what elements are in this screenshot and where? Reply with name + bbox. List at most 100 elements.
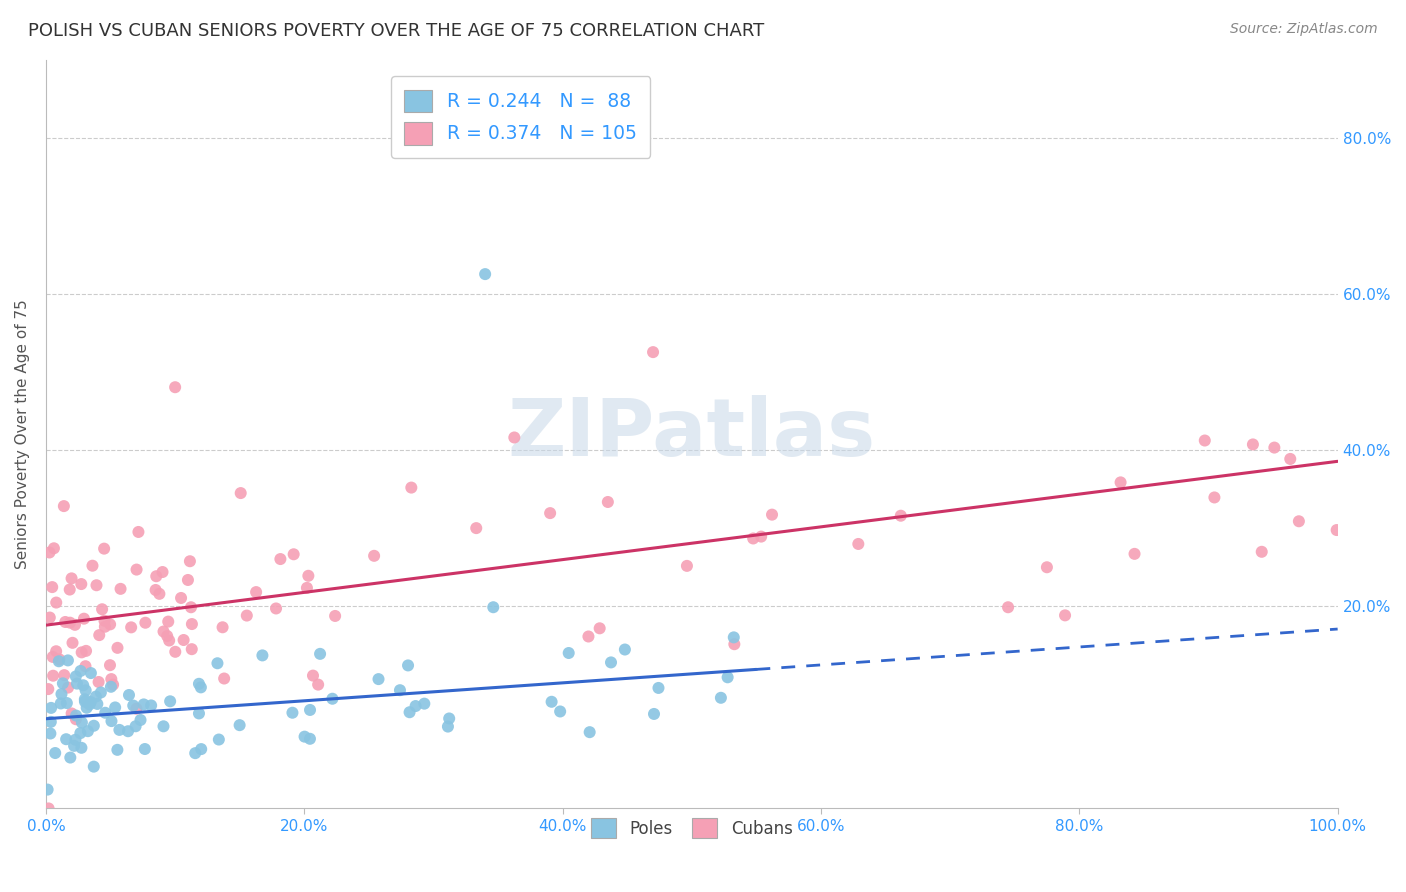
- Point: [1204, 491, 1226, 505]
- Point: [589, 621, 612, 635]
- Point: [60, 706, 83, 721]
- Point: [482, 600, 505, 615]
- Point: [48, 654, 70, 668]
- Text: Source: ZipAtlas.com: Source: ZipAtlas.com: [1230, 22, 1378, 37]
- Point: [405, 699, 427, 714]
- Point: [295, 581, 318, 595]
- Point: [82, 558, 104, 573]
- Point: [302, 668, 325, 682]
- Point: [641, 345, 664, 359]
- Point: [73, 692, 96, 706]
- Point: [538, 506, 561, 520]
- Point: [401, 481, 423, 495]
- Point: [86, 578, 108, 592]
- Point: [245, 585, 267, 599]
- Point: [208, 732, 231, 747]
- Point: [152, 565, 174, 579]
- Point: [710, 690, 733, 705]
- Point: [63, 739, 86, 753]
- Point: [1250, 545, 1272, 559]
- Point: [264, 601, 287, 615]
- Point: [110, 582, 132, 596]
- Point: [540, 695, 562, 709]
- Point: [83, 719, 105, 733]
- Point: [41, 580, 63, 594]
- Point: [1123, 547, 1146, 561]
- Point: [69, 664, 91, 678]
- Point: [398, 705, 420, 719]
- Point: [91, 602, 114, 616]
- Point: [676, 558, 699, 573]
- Point: [65, 712, 87, 726]
- Point: [39, 701, 62, 715]
- Point: [49, 697, 72, 711]
- Point: [39, 714, 62, 729]
- Point: [42, 649, 65, 664]
- Point: [37, 782, 59, 797]
- Point: [53, 615, 76, 629]
- Point: [363, 549, 385, 563]
- Point: [846, 537, 869, 551]
- Point: [321, 691, 343, 706]
- Point: [132, 698, 155, 712]
- Legend: Poles, Cubans: Poles, Cubans: [585, 812, 800, 845]
- Point: [120, 620, 142, 634]
- Point: [159, 694, 181, 708]
- Point: [180, 642, 202, 657]
- Point: [1241, 437, 1264, 451]
- Point: [1326, 523, 1348, 537]
- Point: [309, 647, 332, 661]
- Point: [94, 620, 117, 634]
- Point: [86, 697, 108, 711]
- Point: [180, 600, 202, 615]
- Point: [38, 545, 60, 559]
- Point: [93, 614, 115, 628]
- Point: [252, 648, 274, 663]
- Point: [157, 633, 180, 648]
- Point: [294, 730, 316, 744]
- Point: [465, 521, 488, 535]
- Point: [177, 573, 200, 587]
- Point: [600, 656, 623, 670]
- Point: [212, 672, 235, 686]
- Point: [69, 726, 91, 740]
- Point: [297, 569, 319, 583]
- Point: [503, 430, 526, 444]
- Point: [117, 724, 139, 739]
- Point: [613, 642, 636, 657]
- Point: [134, 742, 156, 756]
- Point: [53, 668, 76, 682]
- Point: [211, 620, 233, 634]
- Point: [413, 697, 436, 711]
- Point: [367, 672, 389, 686]
- Point: [80, 695, 103, 709]
- Point: [42, 669, 65, 683]
- Point: [139, 698, 162, 713]
- Point: [152, 624, 174, 639]
- Point: [79, 698, 101, 712]
- Point: [125, 563, 148, 577]
- Point: [1036, 560, 1059, 574]
- Point: [236, 608, 259, 623]
- Point: [65, 669, 87, 683]
- Point: [44, 746, 66, 760]
- Point: [323, 609, 346, 624]
- Point: [104, 700, 127, 714]
- Point: [122, 698, 145, 713]
- Point: [70, 715, 93, 730]
- Point: [65, 708, 87, 723]
- Point: [127, 524, 149, 539]
- Point: [80, 666, 103, 681]
- Point: [156, 629, 179, 643]
- Point: [184, 746, 207, 760]
- Point: [229, 486, 252, 500]
- Text: POLISH VS CUBAN SENIORS POVERTY OVER THE AGE OF 75 CORRELATION CHART: POLISH VS CUBAN SENIORS POVERTY OVER THE…: [28, 22, 765, 40]
- Point: [124, 719, 146, 733]
- Point: [51, 687, 73, 701]
- Point: [56, 696, 79, 710]
- Point: [723, 637, 745, 651]
- Point: [59, 750, 82, 764]
- Point: [190, 742, 212, 756]
- Point: [145, 582, 167, 597]
- Point: [105, 743, 128, 757]
